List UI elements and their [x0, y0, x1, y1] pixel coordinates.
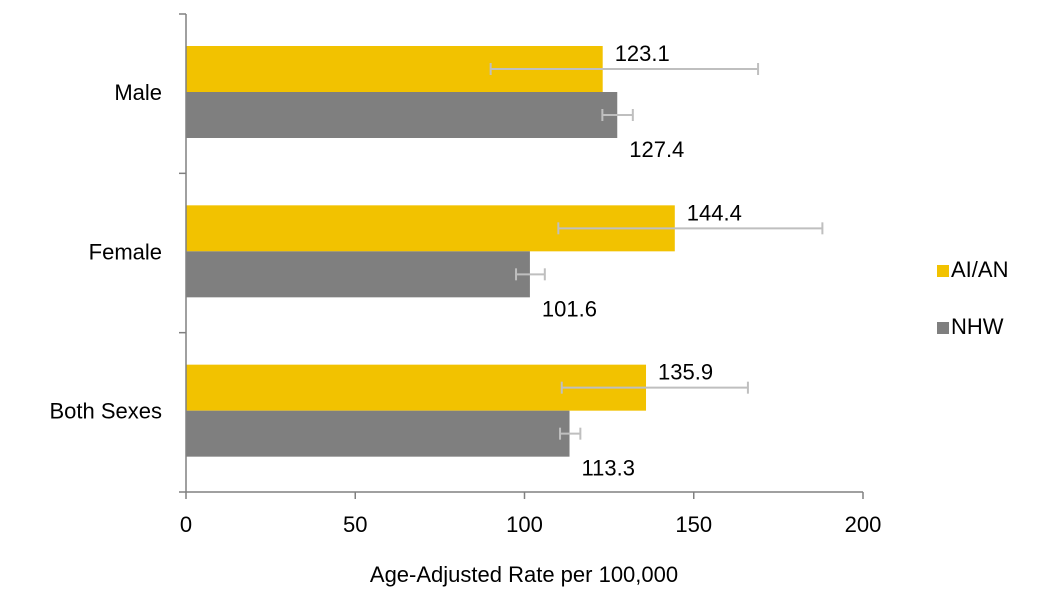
bar-nhw-female [186, 251, 530, 298]
legend-item-ai-an: AI/AN [937, 257, 1008, 282]
legend-item-nhw: NHW [937, 314, 1004, 339]
data-label-ai-an-female: 144.4 [687, 200, 742, 225]
bars-layer [186, 46, 675, 457]
legend-swatch [937, 265, 949, 277]
axes-layer: 0 50 100 150 200 [179, 13, 882, 537]
category-label-both-sexes: Both Sexes [49, 399, 162, 424]
data-label-ai-an-male: 123.1 [615, 41, 670, 66]
error-bar-ai-an-male [489, 63, 760, 75]
x-tick-label-0: 0 [180, 512, 192, 537]
category-label-female: Female [89, 239, 162, 264]
data-label-nhw-both-sexes: 113.3 [582, 456, 635, 481]
data-label-nhw-male: 127.4 [629, 137, 684, 162]
x-tick-label-50: 50 [343, 512, 367, 537]
error-bar-nhw-female [515, 268, 546, 281]
error-bar-nhw-both-sexes [559, 427, 582, 440]
data-label-ai-an-both-sexes: 135.9 [658, 360, 713, 385]
legend-swatch [937, 322, 949, 334]
data-label-nhw-female: 101.6 [542, 296, 597, 321]
bar-nhw-male [186, 92, 618, 138]
legend-label: NHW [951, 314, 1004, 339]
error-bar-nhw-male [601, 109, 634, 121]
category-label-male: Male [114, 80, 162, 105]
error-bar-ai-an-both-sexes [560, 381, 749, 394]
bar-nhw-both-sexes [186, 410, 570, 457]
legend: AI/AN NHW [937, 257, 1008, 339]
x-tick-label-100: 100 [506, 512, 543, 537]
error-bars-layer [489, 63, 824, 440]
x-tick-label-200: 200 [845, 512, 882, 537]
x-axis-title: Age-Adjusted Rate per 100,000 [370, 562, 678, 587]
error-bar-ai-an-female [557, 222, 824, 235]
x-tick-label-150: 150 [675, 512, 712, 537]
data-labels-layer: 123.1 127.4 Male 144.4 101.6 Female 135.9 113.3… [49, 41, 741, 481]
legend-label: AI/AN [951, 257, 1008, 282]
